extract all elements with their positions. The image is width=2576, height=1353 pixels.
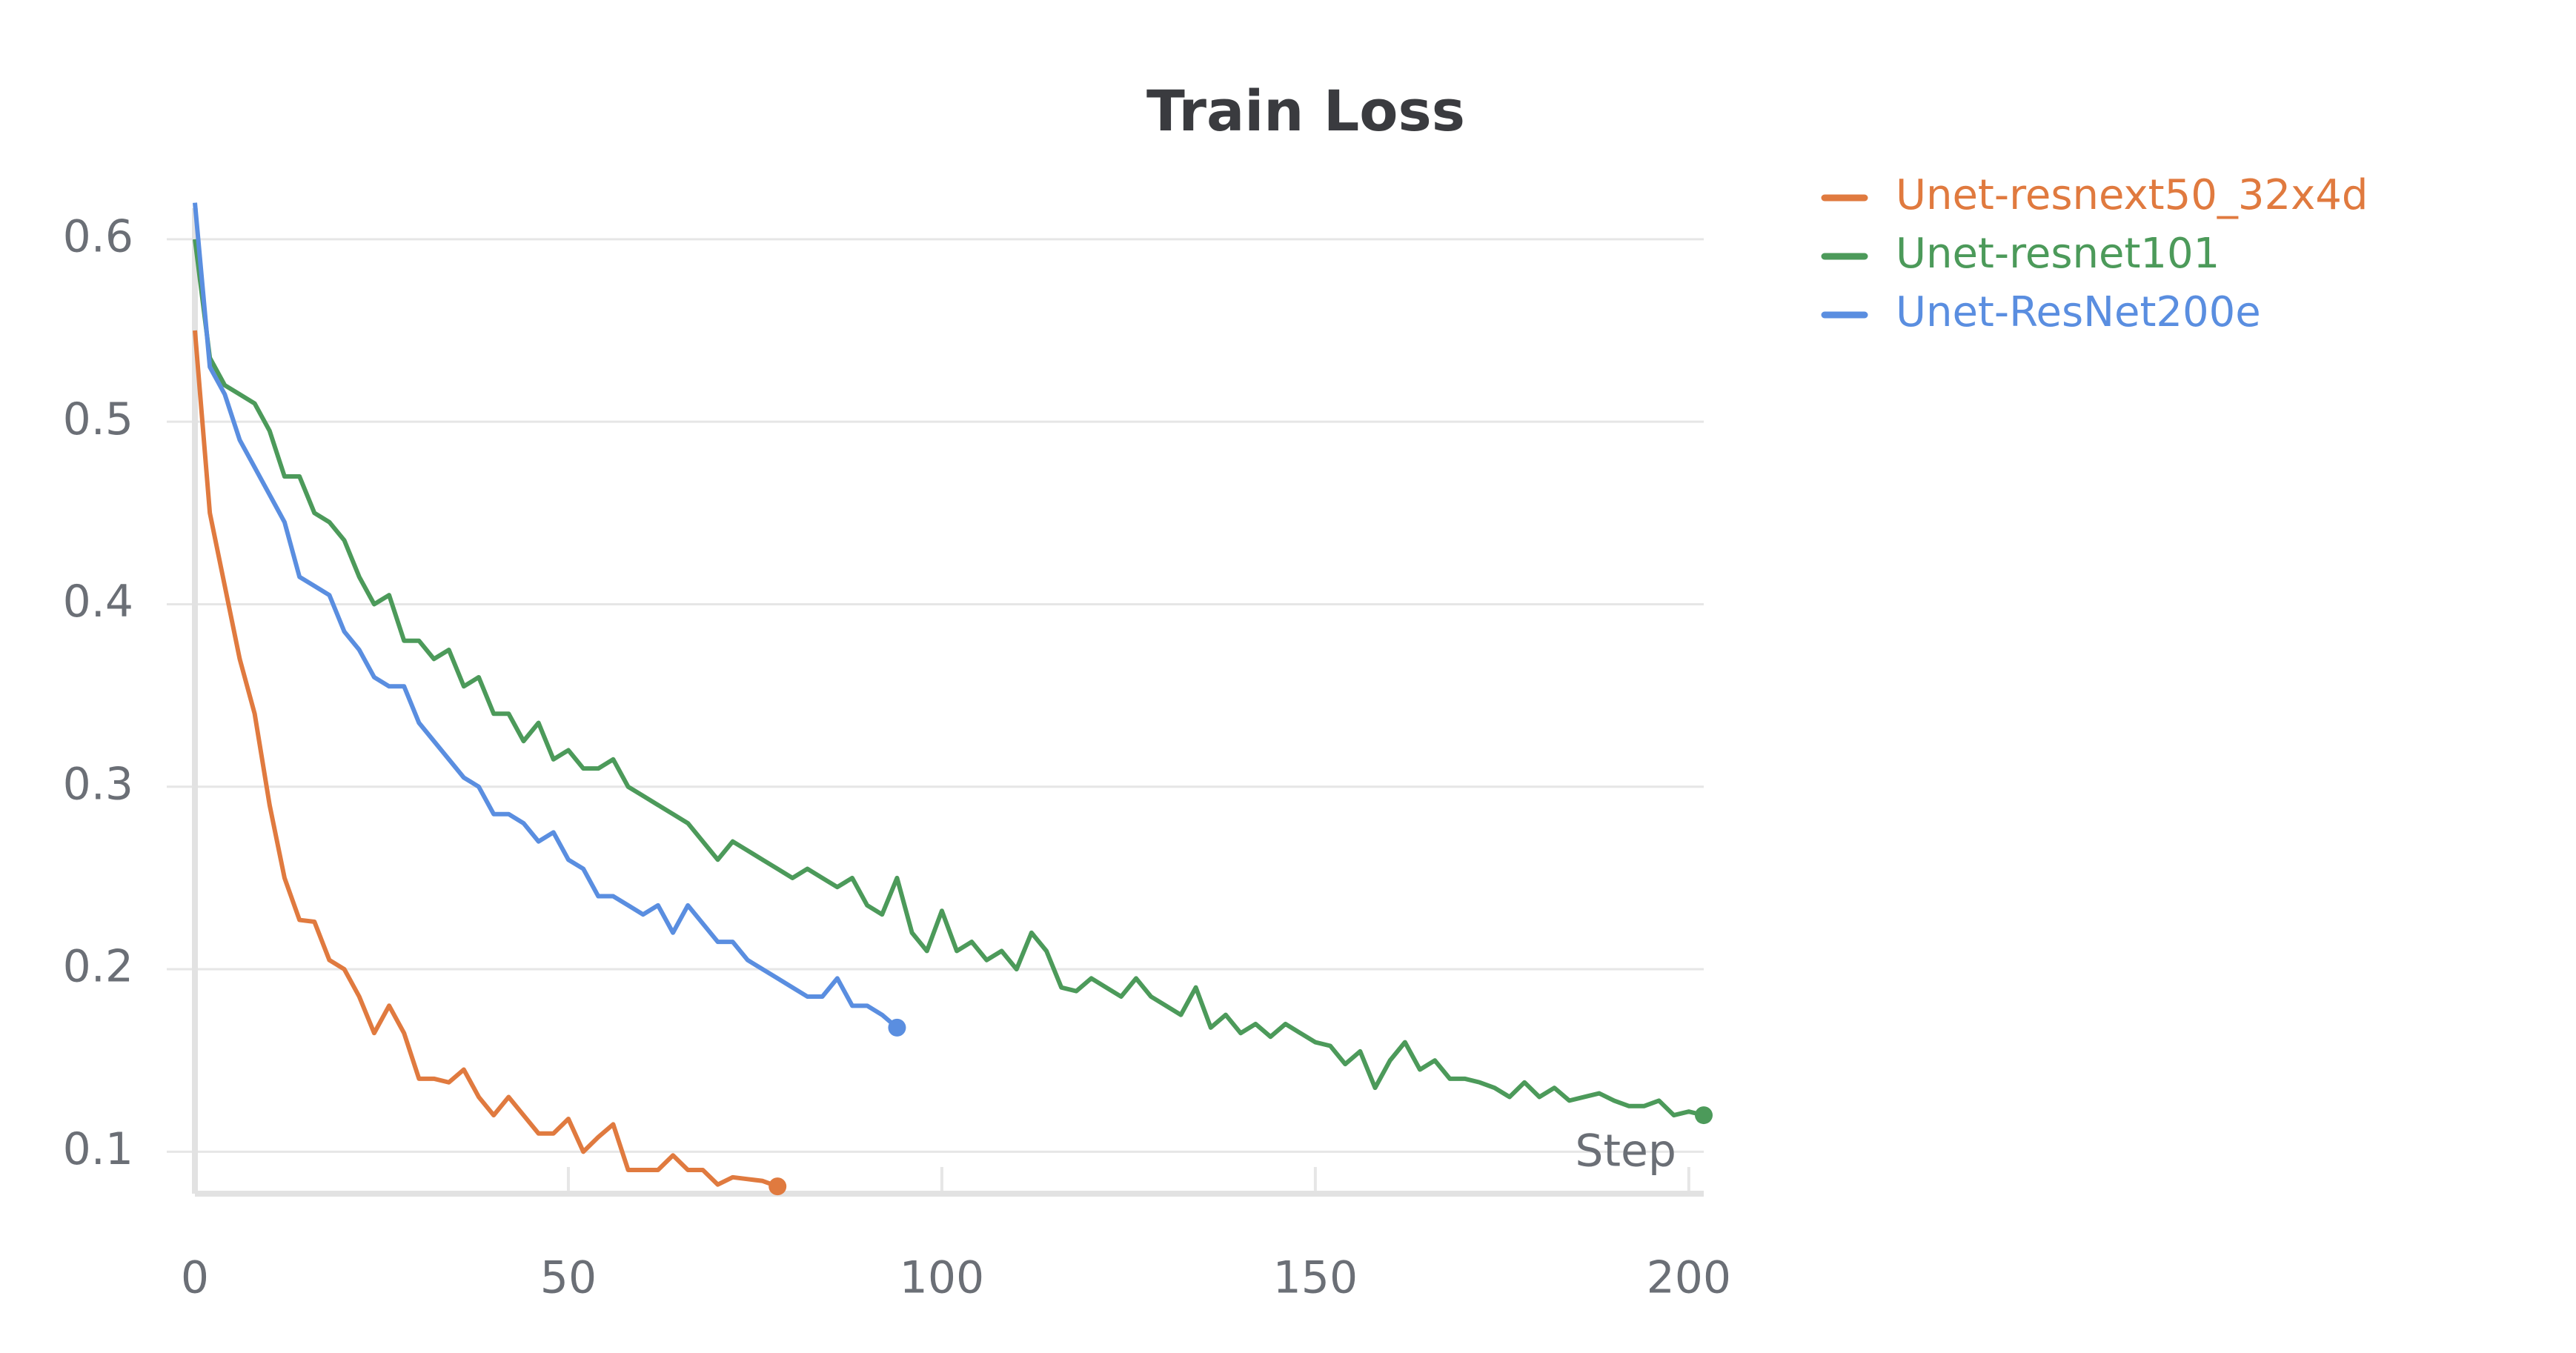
series-line — [193, 202, 899, 1030]
y-tick-label: 0.3 — [63, 758, 133, 810]
x-tick-label: 150 — [1273, 1252, 1358, 1304]
series-line — [193, 239, 1704, 1118]
x-tick-label: 50 — [540, 1252, 597, 1304]
series-line — [193, 330, 779, 1189]
chart-title: Train Loss — [1146, 78, 1465, 144]
y-tick-label: 0.4 — [63, 576, 133, 628]
y-tick-label: 0.6 — [63, 210, 133, 262]
y-tick-label: 0.2 — [63, 941, 133, 993]
legend-label: Unet-ResNet200e — [1896, 288, 2261, 336]
legend-label: Unet-resnext50_32x4d — [1896, 171, 2368, 219]
x-tick-label: 0 — [181, 1252, 209, 1304]
end-dot — [888, 1018, 906, 1037]
x-axis-label: Step — [1575, 1126, 1676, 1177]
end-dot — [769, 1177, 787, 1196]
y-tick-label: 0.5 — [63, 393, 133, 445]
y-tick-label: 0.1 — [63, 1123, 133, 1175]
end-dot — [1695, 1106, 1713, 1125]
x-tick-label: 200 — [1647, 1252, 1732, 1304]
x-tick-label: 100 — [900, 1252, 985, 1304]
legend-label: Unet-resnet101 — [1896, 230, 2220, 278]
